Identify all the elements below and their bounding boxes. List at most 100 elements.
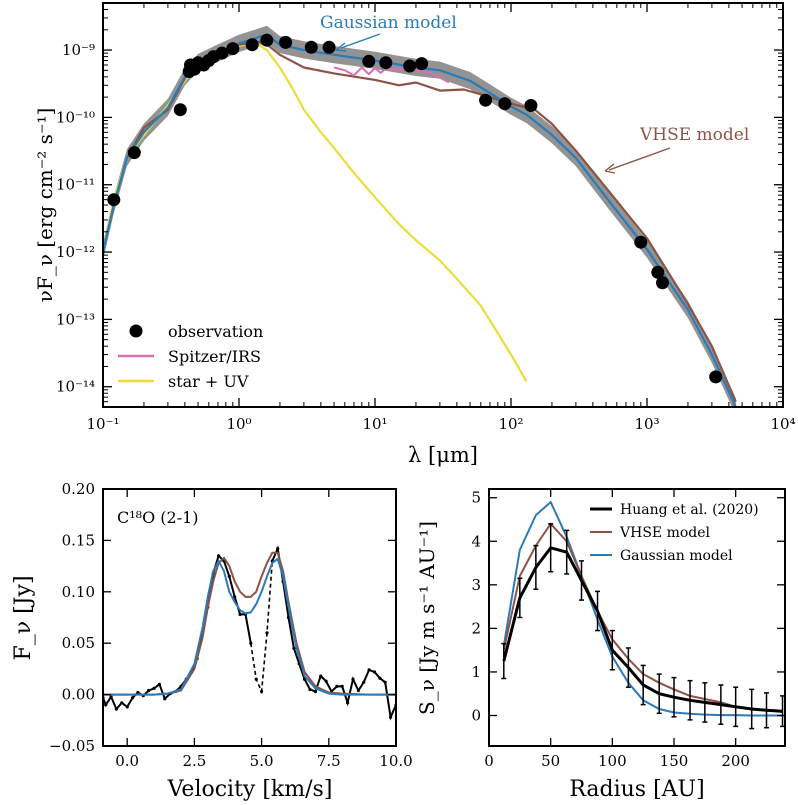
sed-observation-point xyxy=(107,193,121,207)
sed-observation-point xyxy=(127,146,141,160)
vhse-model-annotation: VHSE model xyxy=(639,125,749,145)
line-profile-observation-point xyxy=(147,688,151,693)
sed-observation-point xyxy=(173,103,187,117)
line-profile-observation-point xyxy=(265,631,269,635)
line-profile-plot-frame xyxy=(102,488,397,747)
line-profile-observation-point xyxy=(125,705,129,709)
gaussian-model-annotation: Gaussian model xyxy=(320,13,457,33)
line-profile-observation-point xyxy=(276,547,280,551)
line-profile-observation-point xyxy=(249,641,253,645)
sed-x-tick-label: 10⁴ xyxy=(770,415,795,433)
sed-legend: observation Spitzer/IRS star + UV xyxy=(118,322,263,391)
line-profile-observation-point xyxy=(367,668,371,672)
sed-observation-point xyxy=(322,40,336,54)
sed-y-tick-label: 10⁻¹³ xyxy=(56,310,95,328)
radial-profile-y-axis-label: S_ν [Jy m s⁻¹ AU⁻¹] xyxy=(415,521,439,715)
sed-observation-point xyxy=(260,33,274,47)
sed-observation-point xyxy=(279,35,293,49)
line-profile-observation-point xyxy=(120,701,124,705)
line-profile-observation-point xyxy=(254,677,258,681)
sed-observation-point xyxy=(524,99,538,112)
gaussian-annotation-arrow-shaft xyxy=(340,33,381,49)
line-profile-y-tick-label: 0.05 xyxy=(62,634,95,652)
line-profile-observation-point xyxy=(260,689,264,694)
line-profile-observation-point xyxy=(340,684,344,689)
line-profile-observation-point xyxy=(324,679,328,683)
line-profile-observation-point xyxy=(372,670,377,674)
line-profile-observation-point xyxy=(286,615,291,620)
line-profile-series-vhse-model xyxy=(103,551,396,696)
line-profile-observation-point xyxy=(292,646,296,650)
sed-observation-point xyxy=(709,370,723,384)
sed-observation-point xyxy=(379,56,393,70)
legend-spitzer-label: Spitzer/IRS xyxy=(168,347,261,366)
line-profile-panel: 0.0 2.5 5.0 7.5 10.0 −0.05 0.00 0.05 0.10 0.15 0.2… xyxy=(11,480,413,802)
line-profile-observation-point xyxy=(308,687,312,692)
line-profile-observation-dip xyxy=(250,560,274,695)
radial-profile-x-tick-label: 50 xyxy=(541,752,560,770)
radial-profile-plot-frame xyxy=(488,488,786,747)
line-profile-observation-point xyxy=(152,686,156,691)
line-profile-y-tick-label: 0.00 xyxy=(62,686,95,704)
line-profile-observation-point xyxy=(319,674,323,678)
radial-profile-y-tick-label: 2 xyxy=(471,619,481,637)
sed-observation-point xyxy=(651,265,665,279)
line-profile-x-tick-label: 7.5 xyxy=(317,752,341,770)
sed-x-tick-label: 10² xyxy=(498,415,523,433)
line-profile-x-axis-label: Velocity [km/s] xyxy=(167,777,333,802)
sed-observation-point xyxy=(656,276,669,290)
line-profile-observation-point xyxy=(131,696,135,700)
radial-profile-x-tick-label: 100 xyxy=(598,752,627,770)
sed-observation-point xyxy=(415,57,429,71)
sed-y-axis-label: νF_ν [erg cm⁻² s⁻¹] xyxy=(33,108,57,303)
line-profile-observation-point xyxy=(109,695,113,699)
line-profile-observation-point xyxy=(362,680,366,684)
line-profile-observation-point xyxy=(157,682,161,686)
line-profile-observation-point xyxy=(346,701,350,705)
sed-observation-point xyxy=(403,59,417,73)
vhse-annotation-arrow-head xyxy=(604,163,616,174)
line-profile-y-axis-label: F_ν [Jy] xyxy=(11,575,36,660)
sed-observation-point xyxy=(245,38,259,52)
sed-observation-point xyxy=(362,54,376,68)
gaussian-annotation-arrow-head xyxy=(335,42,347,52)
line-profile-observation-point xyxy=(389,715,393,719)
sed-y-tick-label: 10⁻¹² xyxy=(56,243,95,261)
sed-panel: 10⁻¹ 10⁰ 10¹ 10² 10³ 10⁴ 10⁻¹⁴ 10⁻¹³ 10⁻¹² 10⁻¹¹ 1… xyxy=(33,2,796,467)
vhse-annotation-arrow-shaft xyxy=(608,147,671,171)
line-profile-x-tick-label: 2.5 xyxy=(182,752,206,770)
sed-x-tick-label: 10¹ xyxy=(362,415,387,433)
sed-observation-point xyxy=(215,46,229,60)
line-profile-lines xyxy=(103,545,396,721)
radial-profile-lines xyxy=(501,500,785,730)
legend-vhse-label: VHSE model xyxy=(619,525,711,541)
line-profile-x-tick-label: 0.0 xyxy=(115,752,139,770)
line-profile-observation-right xyxy=(271,545,396,721)
sed-y-tick-label: 10⁻¹⁴ xyxy=(56,378,95,396)
line-profile-observation-point xyxy=(217,554,221,558)
sed-x-axis-label: λ [μm] xyxy=(408,443,478,467)
line-profile-axis-ticks: 0.0 2.5 5.0 7.5 10.0 −0.05 0.00 0.05 0.10 0.15 0.2… xyxy=(49,480,413,770)
radial-profile-x-tick-label: 150 xyxy=(660,752,689,770)
line-profile-y-tick-label: −0.05 xyxy=(49,737,95,755)
sed-observation-points xyxy=(107,33,723,384)
sed-y-tick-label: 10⁻¹¹ xyxy=(56,176,95,194)
line-profile-observation-point xyxy=(104,703,108,707)
line-profile-observation-point xyxy=(383,680,387,684)
radial-profile-y-tick-label: 5 xyxy=(471,489,481,507)
sed-x-tick-label: 10⁻¹ xyxy=(86,415,119,433)
radial-profile-x-tick-label: 0 xyxy=(484,752,494,770)
radial-profile-y-tick-label: 1 xyxy=(471,663,481,681)
line-profile-observation-point xyxy=(227,574,231,579)
line-profile-observation-point xyxy=(313,689,317,694)
legend-huang-label: Huang et al. (2020) xyxy=(620,502,759,518)
legend-gaussian-label: Gaussian model xyxy=(620,548,733,564)
radial-profile-y-tick-label: 4 xyxy=(471,532,481,550)
radial-profile-y-tick-label: 3 xyxy=(471,576,481,594)
sed-x-tick-label: 10³ xyxy=(634,415,659,433)
line-profile-observation-point xyxy=(238,612,242,617)
sed-observation-point xyxy=(634,235,648,249)
legend-observation-marker xyxy=(129,324,143,338)
sed-x-tick-label: 10⁰ xyxy=(226,415,251,433)
